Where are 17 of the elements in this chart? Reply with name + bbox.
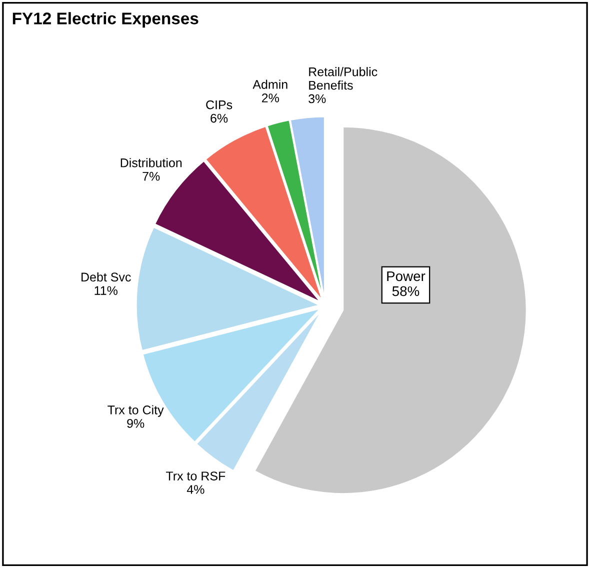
slice-label: Admin xyxy=(252,80,288,89)
data-label: 3% xyxy=(308,94,326,104)
slice-label: CIPs xyxy=(206,100,232,110)
slice-label: Trx to City xyxy=(108,405,164,417)
slice-label: Retail/Public Benefits xyxy=(309,67,378,90)
data-label: 58% xyxy=(392,286,420,296)
slice-label: Power xyxy=(387,271,426,282)
data-label: 6% xyxy=(210,114,228,123)
slice-label: Trx to RSF xyxy=(166,472,226,480)
slice-label: Distribution xyxy=(120,158,182,168)
data-label: 11% xyxy=(94,286,118,295)
data-label: 2% xyxy=(262,94,279,102)
data-label: 7% xyxy=(142,172,160,181)
data-label: 9% xyxy=(127,418,144,428)
slice-label: Debt Svc xyxy=(82,272,131,282)
data-label: 4% xyxy=(186,485,204,494)
chart-title: FY12 Electric Expenses xyxy=(12,12,198,28)
